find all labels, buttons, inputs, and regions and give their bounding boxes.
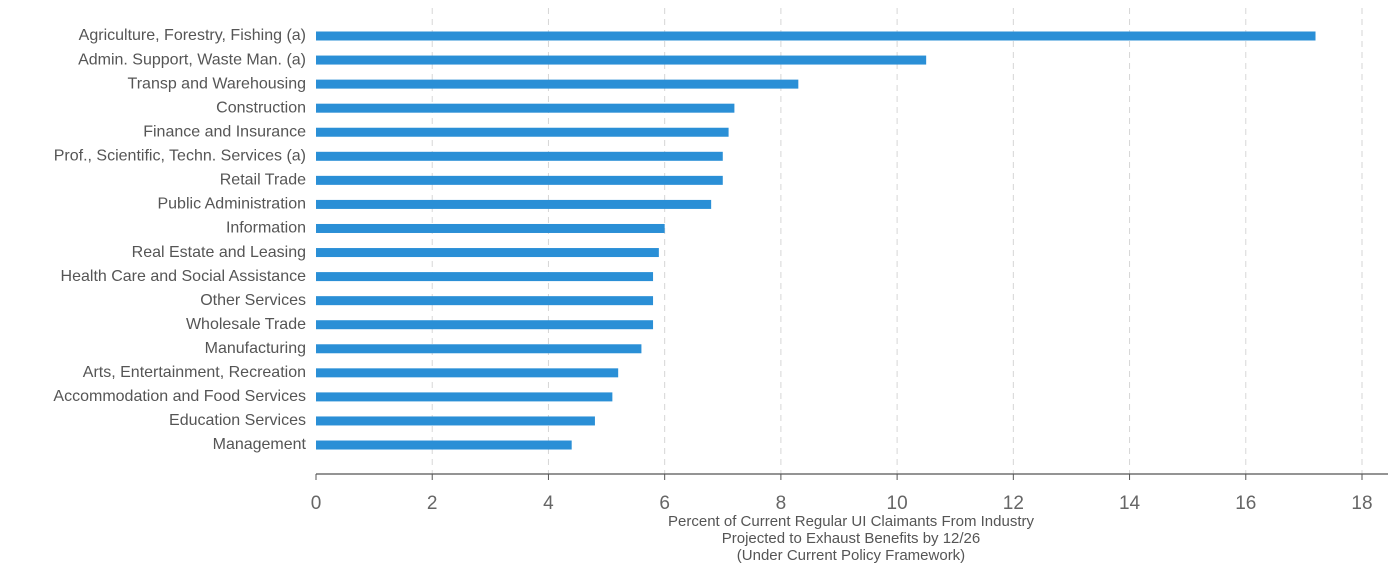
y-tick-label: Retail Trade	[220, 172, 306, 189]
bar	[316, 416, 595, 426]
x-tick-label: 14	[1119, 493, 1141, 514]
x-tick-label: 2	[427, 493, 438, 514]
bar	[316, 223, 665, 233]
y-tick-label: Admin. Support, Waste Man. (a)	[78, 51, 306, 68]
y-tick-label: Public Administration	[157, 196, 306, 213]
bar	[316, 344, 642, 354]
y-tick-label: Agriculture, Forestry, Fishing (a)	[79, 27, 306, 44]
y-tick-label: Management	[213, 436, 307, 453]
y-tick-label: Wholesale Trade	[186, 316, 306, 333]
bar	[316, 248, 659, 258]
bar	[316, 55, 927, 65]
x-tick-label: 6	[659, 493, 670, 514]
x-tick-label: 10	[887, 493, 908, 514]
y-tick-label: Finance and Insurance	[143, 123, 306, 140]
y-tick-label: Other Services	[200, 292, 306, 309]
x-tick-label: 16	[1235, 493, 1256, 514]
bar	[316, 320, 654, 330]
bar	[316, 103, 735, 113]
bar	[316, 368, 619, 378]
bar	[316, 79, 799, 89]
bar	[316, 31, 1316, 41]
x-tick-label: 4	[543, 493, 554, 514]
x-axis-label: Percent of Current Regular UI Claimants …	[668, 513, 1034, 530]
x-tick-label: 8	[776, 493, 787, 514]
bar	[316, 440, 572, 450]
y-tick-label: Accommodation and Food Services	[53, 388, 306, 405]
bar	[316, 199, 712, 209]
y-tick-label: Information	[226, 220, 306, 237]
bar	[316, 151, 723, 161]
bar	[316, 272, 654, 282]
y-tick-label: Prof., Scientific, Techn. Services (a)	[54, 148, 306, 165]
bar	[316, 392, 613, 402]
y-tick-label: Real Estate and Leasing	[132, 244, 306, 261]
bar	[316, 296, 654, 306]
y-tick-label: Construction	[216, 99, 306, 116]
y-tick-label: Transp and Warehousing	[128, 75, 306, 92]
x-tick-label: 18	[1351, 493, 1372, 514]
x-axis-label: (Under Current Policy Framework)	[737, 547, 965, 564]
y-tick-label: Manufacturing	[205, 340, 306, 357]
x-tick-label: 12	[1003, 493, 1024, 514]
x-axis-label: Projected to Exhaust Benefits by 12/26	[722, 530, 981, 547]
y-tick-label: Education Services	[169, 412, 306, 429]
bar	[316, 175, 723, 185]
x-tick-label: 0	[311, 493, 322, 514]
bar	[316, 127, 729, 137]
y-tick-label: Health Care and Social Assistance	[61, 268, 307, 285]
y-tick-label: Arts, Entertainment, Recreation	[83, 364, 306, 381]
